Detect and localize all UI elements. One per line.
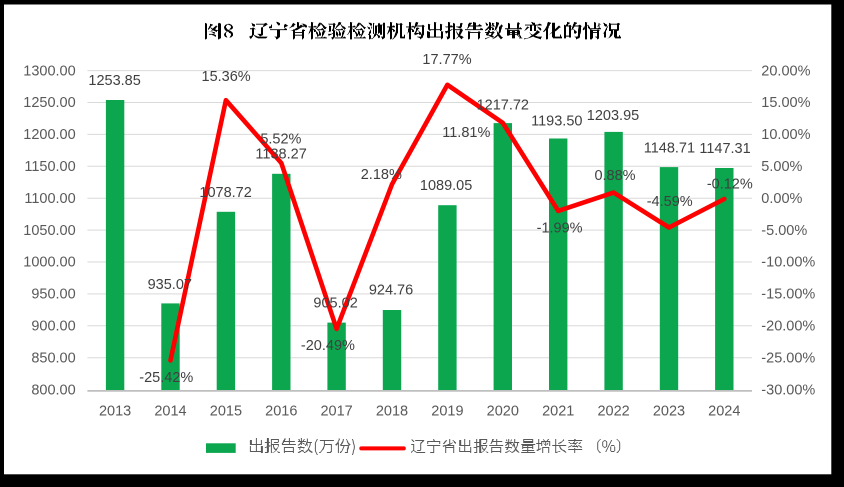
svg-text:2020: 2020: [487, 404, 519, 420]
svg-text:2019: 2019: [431, 404, 463, 420]
svg-text:850.00: 850.00: [31, 350, 75, 366]
svg-text:-20.00%: -20.00%: [761, 319, 815, 335]
svg-text:950.00: 950.00: [31, 287, 75, 303]
svg-text:1050.00: 1050.00: [23, 223, 75, 239]
svg-text:2022: 2022: [597, 404, 629, 420]
svg-text:20.00%: 20.00%: [761, 63, 810, 79]
svg-text:5.00%: 5.00%: [761, 159, 802, 175]
svg-text:-0.12%: -0.12%: [707, 176, 753, 192]
svg-text:2024: 2024: [708, 404, 740, 420]
svg-text:2023: 2023: [653, 404, 685, 420]
svg-text:-20.49%: -20.49%: [301, 338, 355, 354]
svg-text:1253.85: 1253.85: [88, 73, 140, 89]
svg-text:1078.72: 1078.72: [199, 185, 251, 201]
svg-text:15.36%: 15.36%: [202, 69, 251, 85]
svg-text:1100.00: 1100.00: [24, 191, 75, 207]
svg-text:15.00%: 15.00%: [761, 95, 810, 111]
svg-text:1150.00: 1150.00: [24, 159, 75, 175]
svg-text:905.02: 905.02: [313, 295, 357, 311]
svg-text:-10.00%: -10.00%: [761, 255, 815, 271]
svg-text:-25.00%: -25.00%: [761, 350, 815, 366]
svg-text:1200.00: 1200.00: [23, 127, 75, 143]
svg-text:900.00: 900.00: [31, 319, 75, 335]
svg-text:1000.00: 1000.00: [23, 255, 75, 271]
svg-text:2015: 2015: [210, 404, 242, 420]
svg-text:1148.71: 1148.71: [644, 141, 695, 157]
svg-text:2021: 2021: [542, 404, 574, 420]
svg-text:-25.42%: -25.42%: [139, 370, 193, 386]
svg-text:1300.00: 1300.00: [23, 63, 75, 79]
svg-text:0.88%: 0.88%: [594, 168, 635, 184]
svg-text:-15.00%: -15.00%: [761, 287, 815, 303]
svg-text:1203.95: 1203.95: [587, 108, 639, 124]
svg-text:0.00%: 0.00%: [761, 191, 802, 207]
svg-text:2.18%: 2.18%: [361, 167, 402, 183]
svg-text:2018: 2018: [376, 404, 408, 420]
svg-text:5.52%: 5.52%: [260, 132, 301, 148]
svg-text:1089.05: 1089.05: [420, 178, 472, 194]
svg-text:-4.59%: -4.59%: [647, 194, 693, 210]
svg-text:-1.99%: -1.99%: [537, 221, 583, 237]
svg-text:924.76: 924.76: [369, 283, 413, 299]
svg-text:935.07: 935.07: [148, 277, 192, 293]
svg-text:2013: 2013: [99, 404, 131, 420]
svg-text:1250.00: 1250.00: [23, 95, 75, 111]
svg-text:10.00%: 10.00%: [761, 127, 810, 143]
svg-text:800.00: 800.00: [31, 382, 75, 398]
svg-text:-30.00%: -30.00%: [761, 382, 815, 398]
svg-text:1138.27: 1138.27: [255, 147, 306, 163]
svg-text:-5.00%: -5.00%: [761, 223, 807, 239]
svg-text:2014: 2014: [154, 404, 186, 420]
svg-text:2016: 2016: [265, 404, 297, 420]
svg-text:11.81%: 11.81%: [442, 125, 490, 141]
svg-text:17.77%: 17.77%: [422, 52, 471, 68]
svg-text:1147.31: 1147.31: [699, 141, 750, 157]
svg-text:1193.50: 1193.50: [531, 113, 582, 129]
svg-text:2017: 2017: [320, 404, 352, 420]
svg-text:1217.72: 1217.72: [477, 97, 529, 113]
